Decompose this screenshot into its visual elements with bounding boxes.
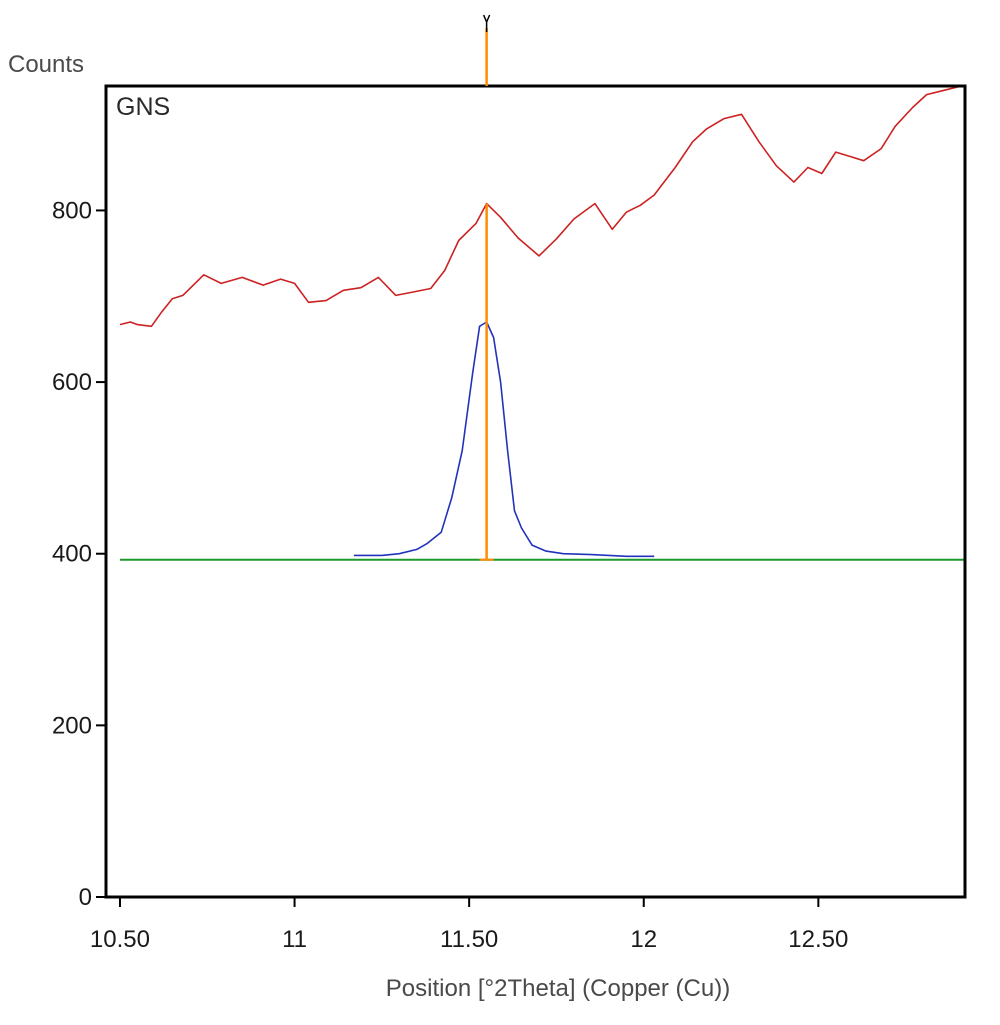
y-tick-label: 600: [52, 369, 92, 396]
x-tick-label: 11: [282, 926, 307, 953]
panel-label: GNS: [116, 93, 170, 121]
observed-profile-line: [119, 85, 962, 328]
fitted-peak-line: [353, 321, 655, 558]
y-axis-title: Counts: [8, 51, 84, 78]
axes-layer: 0 200 400 600 800 10.50 11 11.50 12 12.50: [52, 14, 967, 953]
y-tick-label: 800: [52, 197, 92, 224]
plot-layer: [119, 85, 965, 561]
x-tick-label: 12: [630, 926, 657, 953]
peak-marker-handle-icon[interactable]: [482, 14, 491, 32]
plot-frame: [104, 84, 967, 899]
x-axis-title: Position [°2Theta] (Copper (Cu)): [386, 975, 730, 1002]
y-tick-label: 200: [52, 712, 92, 739]
y-tick-label: 0: [79, 884, 92, 911]
x-tick-label: 10.50: [90, 926, 150, 953]
y-tick-label: 400: [52, 541, 92, 568]
x-tick-label: 12.50: [788, 926, 848, 953]
x-tick-label: 11.50: [440, 926, 498, 953]
